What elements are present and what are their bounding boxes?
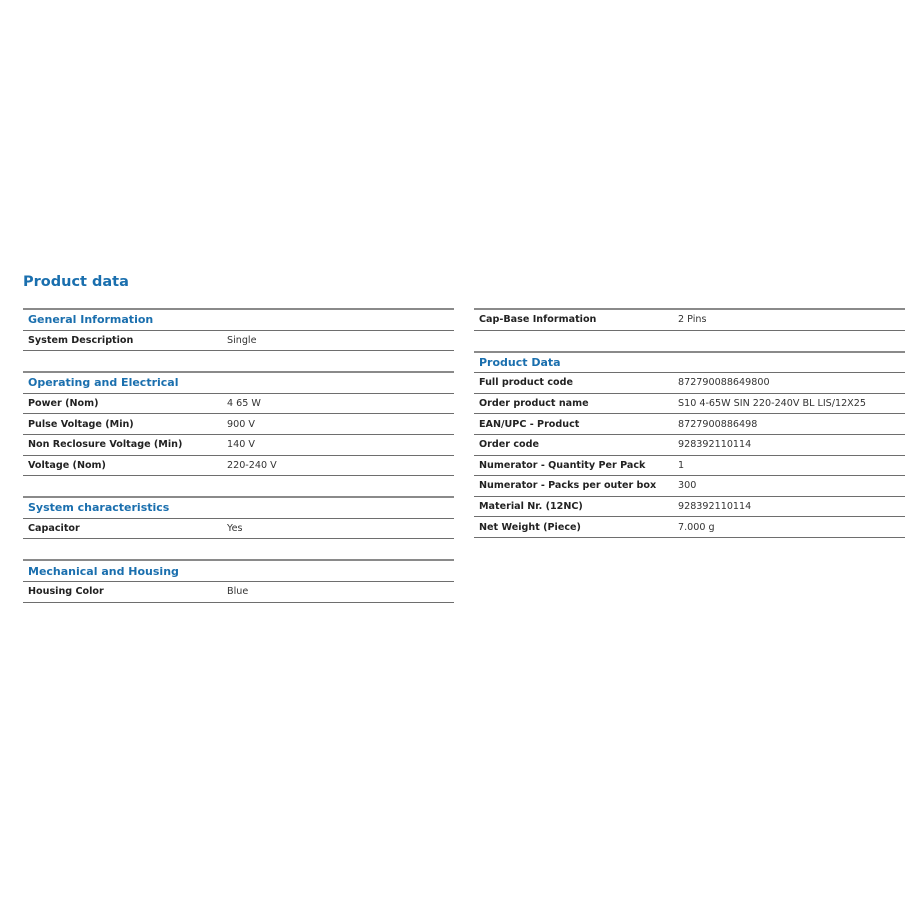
- spec-label: Numerator - Quantity Per Pack: [479, 459, 646, 471]
- spec-label: EAN/UPC - Product: [479, 418, 580, 430]
- spec-value: Single: [227, 334, 257, 346]
- spec-row: Full product code 872790088649800: [474, 373, 905, 394]
- section-heading: Mechanical and Housing: [23, 561, 454, 582]
- spec-label: Order code: [479, 439, 539, 451]
- spec-label: Voltage (Nom): [28, 459, 106, 471]
- section-heading: Product Data: [474, 353, 905, 374]
- spec-row: Pulse Voltage (Min) 900 V: [23, 414, 454, 435]
- spec-section: Cap-Base Information 2 Pins: [474, 308, 905, 331]
- spec-value: 300: [678, 480, 697, 492]
- spec-label: Capacitor: [28, 523, 80, 535]
- spec-value: S10 4-65W SIN 220-240V BL LIS/12X25: [678, 398, 866, 410]
- spec-value: Blue: [227, 586, 249, 598]
- spec-section: System characteristics Capacitor Yes: [23, 496, 454, 540]
- spec-section: Product Data Full product code 87279008864…: [474, 350, 905, 538]
- section-heading: General Information: [23, 310, 454, 331]
- spec-value: Yes: [227, 523, 243, 535]
- spec-label: Net Weight (Piece): [479, 521, 581, 533]
- spec-label: Order product name: [479, 398, 589, 410]
- spec-row: Voltage (Nom) 220-240 V: [23, 456, 454, 477]
- spec-value: 2 Pins: [678, 314, 707, 326]
- spec-value: 7.000 g: [678, 521, 715, 533]
- spec-row: Non Reclosure Voltage (Min) 140 V: [23, 435, 454, 456]
- spec-row: EAN/UPC - Product 8727900886498: [474, 414, 905, 435]
- page-title: Product data: [23, 274, 129, 290]
- spec-row: System Description Single: [23, 331, 454, 352]
- spec-label: Non Reclosure Voltage (Min): [28, 439, 183, 451]
- spec-row: Order product name S10 4-65W SIN 220-240V…: [474, 394, 905, 415]
- spec-value: 928392110114: [678, 439, 752, 451]
- spec-section: Mechanical and Housing Housing Color Blue: [23, 559, 454, 603]
- spec-row: Cap-Base Information 2 Pins: [474, 310, 905, 331]
- spec-row: Numerator - Quantity Per Pack 1: [474, 456, 905, 477]
- spec-row: Order code 928392110114: [474, 435, 905, 456]
- spec-row: Housing Color Blue: [23, 582, 454, 603]
- spec-row: Material Nr. (12NC) 928392110114: [474, 497, 905, 518]
- right-column: Cap-Base Information 2 Pins Product Data Fu…: [474, 308, 905, 558]
- spec-label: Full product code: [479, 377, 573, 389]
- spec-label: Cap-Base Information: [479, 314, 597, 326]
- spec-section: General Information System Description Sin…: [23, 308, 454, 352]
- section-heading: System characteristics: [23, 498, 454, 519]
- spec-value: 1: [678, 459, 685, 471]
- left-column: General Information System Description Sin…: [23, 308, 454, 623]
- spec-value: 872790088649800: [678, 377, 770, 389]
- spec-row: Power (Nom) 4 65 W: [23, 394, 454, 415]
- spec-label: Housing Color: [28, 586, 104, 598]
- spec-row: Numerator - Packs per outer box 300: [474, 476, 905, 497]
- spec-label: System Description: [28, 334, 134, 346]
- spec-row: Net Weight (Piece) 7.000 g: [474, 517, 905, 538]
- spec-section: Operating and Electrical Power (Nom) 4 65 …: [23, 371, 454, 477]
- spec-row: Capacitor Yes: [23, 519, 454, 540]
- spec-label: Material Nr. (12NC): [479, 501, 583, 513]
- section-heading: Operating and Electrical: [23, 373, 454, 394]
- spec-value: 928392110114: [678, 501, 752, 513]
- spec-value: 8727900886498: [678, 418, 758, 430]
- spec-value: 900 V: [227, 418, 255, 430]
- spec-label: Pulse Voltage (Min): [28, 418, 134, 430]
- spec-value: 4 65 W: [227, 398, 261, 410]
- spec-value: 140 V: [227, 439, 255, 451]
- spec-value: 220-240 V: [227, 459, 277, 471]
- spec-label: Numerator - Packs per outer box: [479, 480, 657, 492]
- spec-label: Power (Nom): [28, 398, 99, 410]
